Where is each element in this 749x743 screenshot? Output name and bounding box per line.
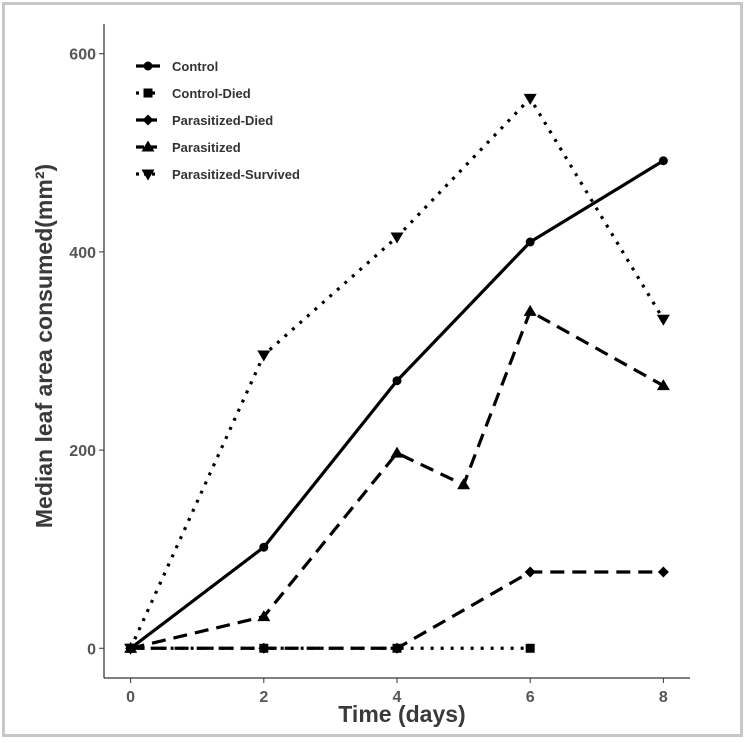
data-point-control-died: [525, 643, 535, 653]
y-tick-label: 0: [87, 641, 96, 658]
data-point-parasitized-survived: [523, 93, 537, 105]
series-markers: [124, 93, 670, 655]
x-axis-title: Time (days): [338, 701, 465, 727]
legend-label: Parasitized-Survived: [172, 167, 300, 182]
data-point-parasitized: [523, 304, 537, 316]
legend-label: Parasitized: [172, 140, 241, 155]
x-tick-label: 0: [126, 689, 135, 706]
data-point-parasitized-survived: [257, 350, 271, 362]
legend-label: Control: [172, 59, 218, 74]
data-point-parasitized: [257, 610, 271, 622]
y-tick-label: 600: [69, 47, 96, 64]
legend-key-marker: [143, 61, 153, 71]
data-point-parasitized-survived: [390, 232, 404, 244]
data-point-control: [658, 156, 668, 166]
data-point-parasitized-survived: [656, 314, 670, 326]
legend: Control Control-Died Parasitized-Died Paras…: [136, 59, 300, 182]
x-tick-label: 6: [526, 689, 535, 706]
legend-label: Parasitized-Died: [172, 113, 273, 128]
y-tick-label: 400: [69, 245, 96, 262]
data-point-parasitized-died: [524, 566, 536, 578]
x-tick-label: 8: [659, 689, 668, 706]
legend-key-marker: [143, 88, 153, 98]
x-tick-label: 4: [393, 689, 402, 706]
data-point-parasitized-survived: [124, 643, 138, 655]
y-axis-title: Median leaf area consumed(mm²): [31, 164, 57, 528]
data-point-parasitized: [656, 379, 670, 391]
data-point-parasitized: [457, 478, 471, 490]
series-line-parasitized-died: [130, 570, 664, 650]
data-point-parasitized: [390, 446, 404, 458]
y-tick-label: 200: [69, 443, 96, 460]
data-point-control: [525, 237, 535, 247]
legend-key-marker: [142, 114, 154, 126]
legend-key-marker: [141, 140, 155, 152]
data-point-parasitized-died: [657, 566, 669, 578]
data-point-control: [259, 542, 269, 552]
legend-label: Control-Died: [172, 86, 251, 101]
chart-frame: [2, 2, 743, 737]
x-tick-label: 2: [259, 689, 268, 706]
axes: 0 2 4 6 8 0 200 400 600: [69, 24, 690, 706]
data-point-parasitized-died: [391, 642, 403, 654]
series-line-parasitized: [130, 309, 665, 650]
data-point-parasitized-died: [258, 642, 270, 654]
data-point-control: [392, 376, 402, 386]
legend-key-marker: [141, 169, 155, 181]
